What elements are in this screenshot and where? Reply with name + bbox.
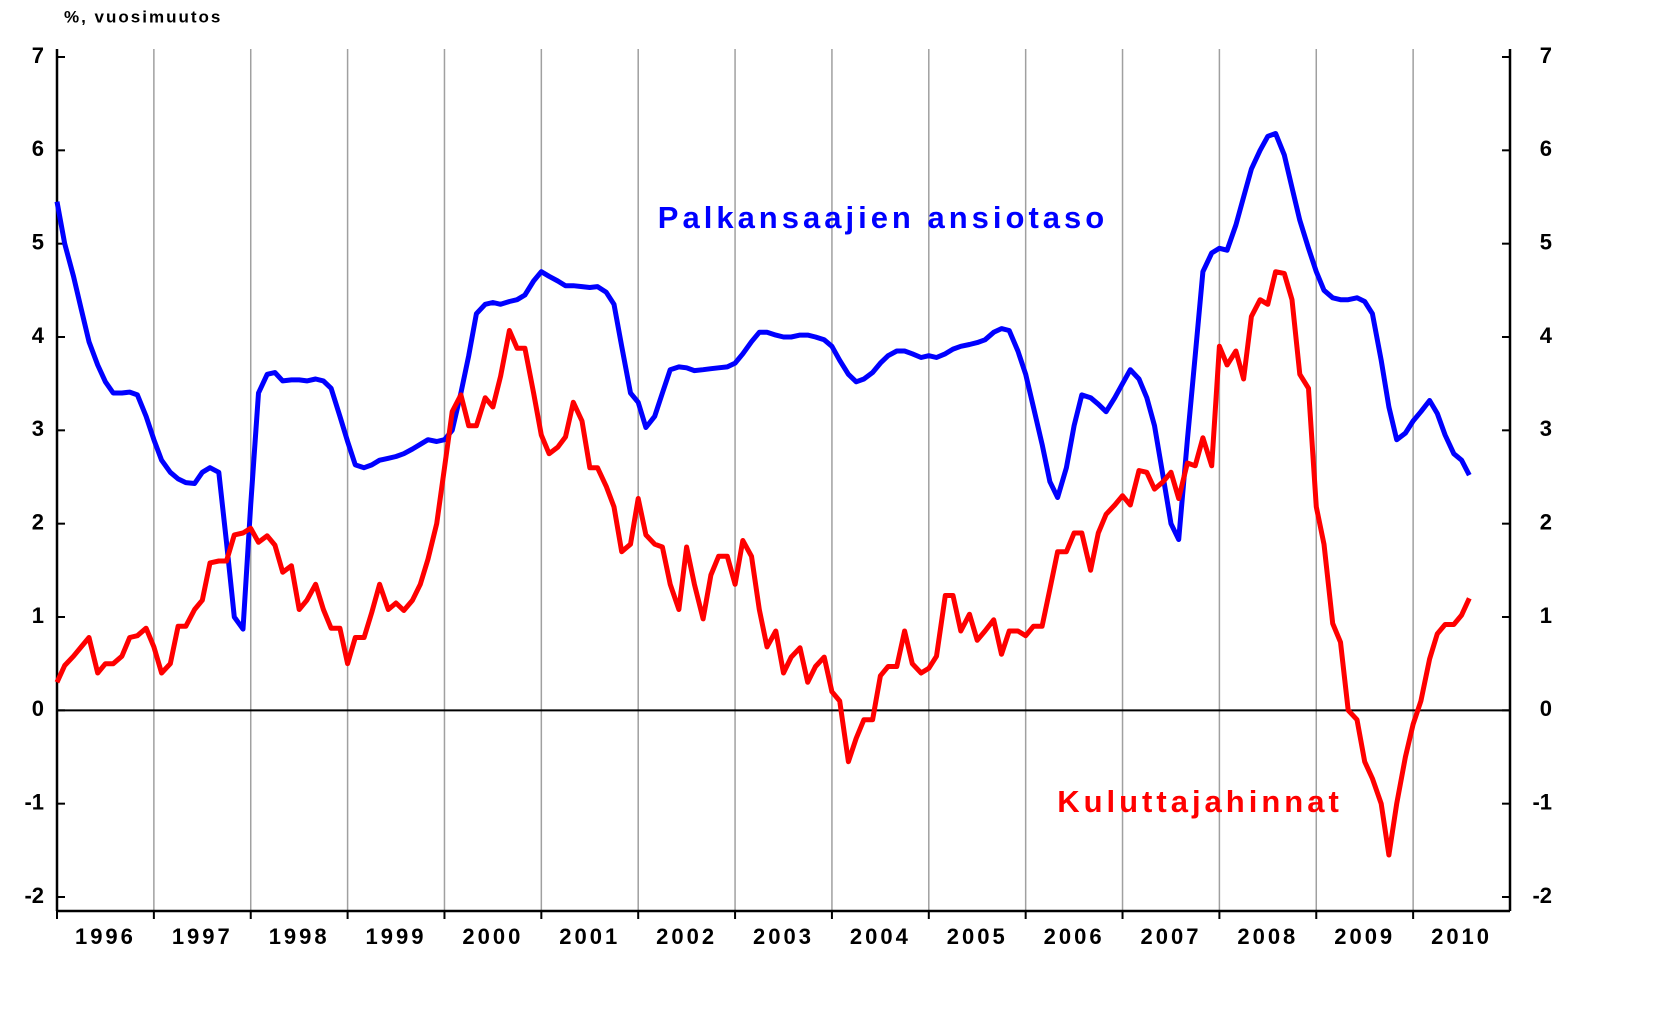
x-tick-label: 1997 xyxy=(172,924,233,949)
y-tick-label: 0 xyxy=(1540,696,1552,721)
y-tick-label: 1 xyxy=(1540,603,1552,628)
x-tick-label: 2006 xyxy=(1044,924,1105,949)
x-tick-label: 2007 xyxy=(1140,924,1201,949)
x-tick-label: 2002 xyxy=(656,924,717,949)
x-tick-label: 2001 xyxy=(559,924,620,949)
x-tick-label: 2003 xyxy=(753,924,814,949)
x-tick-label: 2009 xyxy=(1334,924,1395,949)
y-tick-label: 2 xyxy=(1540,509,1552,534)
y-tick-label: 1 xyxy=(32,603,44,628)
y-tick-label: 4 xyxy=(32,323,45,348)
series-line xyxy=(54,131,1472,632)
y-tick-label: -1 xyxy=(1532,789,1552,814)
y-tick-label: -2 xyxy=(24,883,44,908)
y-tick-label: 7 xyxy=(1540,43,1552,68)
x-tick-label: 2010 xyxy=(1431,924,1492,949)
y-tick-label: 6 xyxy=(1540,136,1552,161)
y-axis-label: %, vuosimuutos xyxy=(64,7,222,26)
series-label: Palkansaajien ansiotaso xyxy=(658,200,1108,235)
y-tick-label: 3 xyxy=(32,416,44,441)
series-line xyxy=(54,269,1472,858)
x-tick-label: 1996 xyxy=(75,924,136,949)
y-tick-label: 5 xyxy=(1540,229,1552,254)
x-tick-label: 2000 xyxy=(462,924,523,949)
series-label: Kuluttajahinnat xyxy=(1057,784,1343,819)
y-tick-label: 6 xyxy=(32,136,44,161)
y-tick-label: 2 xyxy=(32,509,44,534)
y-tick-label: -1 xyxy=(24,789,44,814)
y-tick-label: 0 xyxy=(32,696,44,721)
y-tick-label: -2 xyxy=(1532,883,1552,908)
y-tick-label: 4 xyxy=(1540,323,1553,348)
y-tick-label: 3 xyxy=(1540,416,1552,441)
x-tick-label: 2008 xyxy=(1237,924,1298,949)
x-tick-label: 1998 xyxy=(269,924,330,949)
y-tick-label: 5 xyxy=(32,229,44,254)
y-tick-label: 7 xyxy=(32,43,44,68)
x-tick-label: 2005 xyxy=(947,924,1008,949)
x-tick-label: 1999 xyxy=(366,924,427,949)
x-tick-label: 2004 xyxy=(850,924,911,949)
